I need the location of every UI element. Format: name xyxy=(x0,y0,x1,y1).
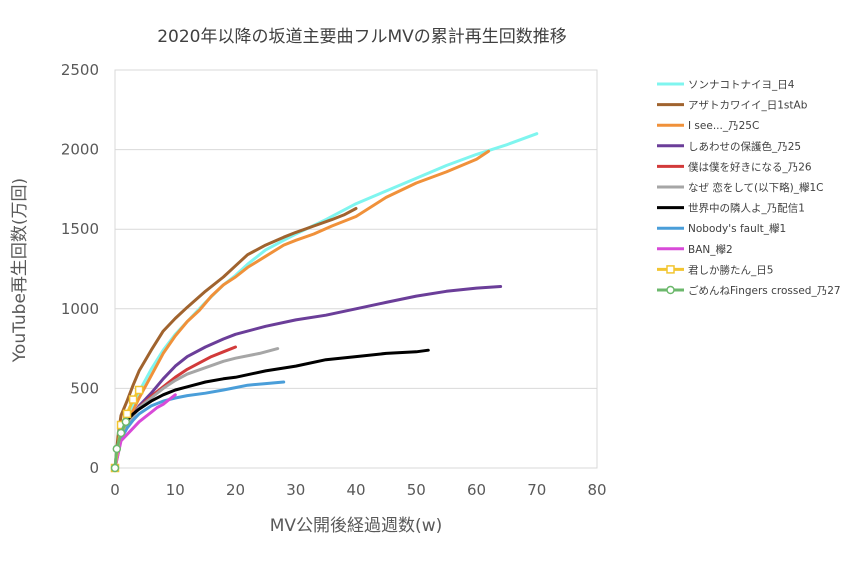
series-line-7 xyxy=(113,380,286,470)
y-axis-ticks: 0 500 1000 1500 2000 2500 xyxy=(61,61,99,477)
data-point-marker xyxy=(122,409,132,419)
x-tick-label: 40 xyxy=(346,481,365,499)
x-axis-label: MV公開後経過週数(w) xyxy=(270,516,442,536)
legend-label: アザトカワイイ_日1stAb xyxy=(688,100,808,112)
y-tick-label: 500 xyxy=(70,379,99,397)
y-tick-label: 1500 xyxy=(61,220,99,238)
legend-marker xyxy=(666,265,675,274)
series-line-6 xyxy=(113,348,430,470)
chart-title: 2020年以降の坂道主要曲フルMVの累計再生回数推移 xyxy=(157,27,567,47)
x-tick-label: 60 xyxy=(467,481,486,499)
legend-label: BAN_欅2 xyxy=(688,244,733,256)
legend-label: ソンナコトナイヨ_日4 xyxy=(688,79,795,91)
series-lines xyxy=(110,132,539,473)
x-tick-label: 20 xyxy=(226,481,245,499)
y-tick-label: 2500 xyxy=(61,61,99,79)
x-axis-ticks: 0 10 20 30 40 50 60 70 80 xyxy=(110,481,606,499)
legend-label: Nobody's fault_欅1 xyxy=(688,223,786,235)
x-tick-label: 70 xyxy=(527,481,546,499)
data-point-marker xyxy=(116,428,126,438)
y-tick-label: 1000 xyxy=(61,300,99,318)
series-line-10 xyxy=(113,420,128,470)
y-axis-label: YouTube再生回数(万回) xyxy=(10,178,30,363)
x-tick-label: 80 xyxy=(587,481,606,499)
y-tick-label: 0 xyxy=(89,459,99,477)
legend-label: I see..._乃25C xyxy=(688,120,759,132)
gridlines xyxy=(114,69,598,469)
legend-label: ごめんねFingers crossed_乃27 xyxy=(688,284,841,297)
data-point-marker xyxy=(134,385,144,395)
x-tick-label: 0 xyxy=(110,481,120,499)
data-point-marker xyxy=(128,395,138,404)
data-point-marker xyxy=(110,463,120,473)
series-line-8 xyxy=(113,393,177,470)
legend-label: しあわせの保護色_乃25 xyxy=(688,140,801,153)
legend-label: なぜ 恋をして(以下略)_欅1C xyxy=(688,181,823,194)
data-point-marker xyxy=(121,417,131,427)
x-tick-label: 10 xyxy=(166,481,185,499)
legend-marker xyxy=(666,285,675,295)
legend-label: 僕は僕を好きになる_乃26 xyxy=(688,160,812,173)
data-point-marker xyxy=(112,444,122,454)
legend-label: 君しか勝たん_日5 xyxy=(688,263,773,276)
series-line-2 xyxy=(113,149,491,470)
legend: ソンナコトナイヨ_日4 アザトカワイイ_日1stAb I see..._乃25C しあ… xyxy=(657,79,841,297)
y-tick-label: 2000 xyxy=(61,141,99,159)
x-tick-label: 30 xyxy=(286,481,305,499)
x-tick-label: 50 xyxy=(407,481,426,499)
legend-label: 世界中の隣人よ_乃配信1 xyxy=(688,202,805,215)
